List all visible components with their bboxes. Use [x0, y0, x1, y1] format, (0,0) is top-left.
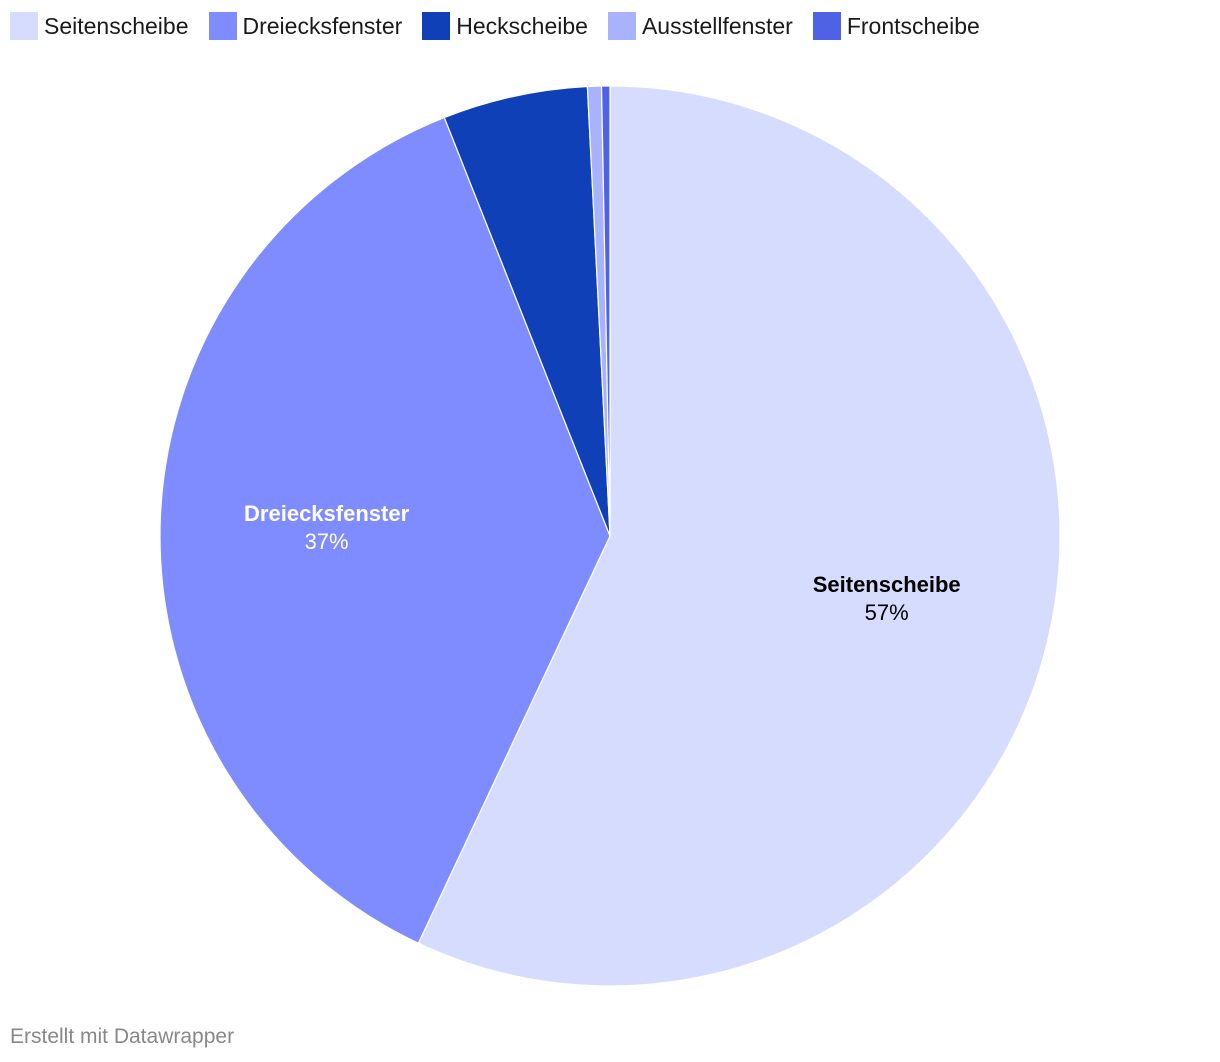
- legend-swatch: [607, 12, 636, 40]
- slice-label-value: 57%: [865, 600, 909, 625]
- legend-swatch: [422, 12, 451, 40]
- legend-item: Ausstellfenster: [607, 12, 793, 40]
- slice-label-name: Dreiecksfenster: [244, 501, 410, 526]
- footer-credit: Erstellt mit Datawrapper: [10, 1025, 235, 1048]
- slice-label-name: Seitenscheibe: [813, 572, 961, 597]
- legend-label: Ausstellfenster: [641, 13, 793, 39]
- legend-label: Seitenscheibe: [44, 13, 189, 39]
- slice-label-value: 37%: [305, 529, 349, 554]
- pie-slice-heckscheibe: [443, 85, 611, 537]
- legend-label: Heckscheibe: [456, 13, 588, 39]
- legend-item: Dreiecksfenster: [208, 12, 403, 40]
- legend-label: Dreiecksfenster: [242, 13, 403, 39]
- legend-item: Frontscheibe: [812, 12, 980, 40]
- legend-swatch: [208, 12, 237, 40]
- legend-swatch: [812, 12, 841, 40]
- legend-item: Heckscheibe: [422, 12, 588, 40]
- legend-swatch: [10, 12, 38, 40]
- legend-label: Frontscheibe: [846, 13, 980, 39]
- slice-label-group: Seitenscheibe 57%: [813, 572, 961, 625]
- chart-legend: Seitenscheibe Dreiecksfenster Heckscheibe A…: [10, 12, 1000, 40]
- pie-slice-frontscheibe: [600, 85, 611, 537]
- legend-item: Seitenscheibe: [10, 12, 189, 40]
- pie-slice-dreiecksfenster: [159, 117, 611, 944]
- pie-chart: Seitenscheibe 57% Dreiecksfenster 37%: [159, 85, 1061, 987]
- pie-slice-seitenscheibe: [417, 85, 1061, 987]
- slice-label-group: Dreiecksfenster 37%: [244, 501, 410, 554]
